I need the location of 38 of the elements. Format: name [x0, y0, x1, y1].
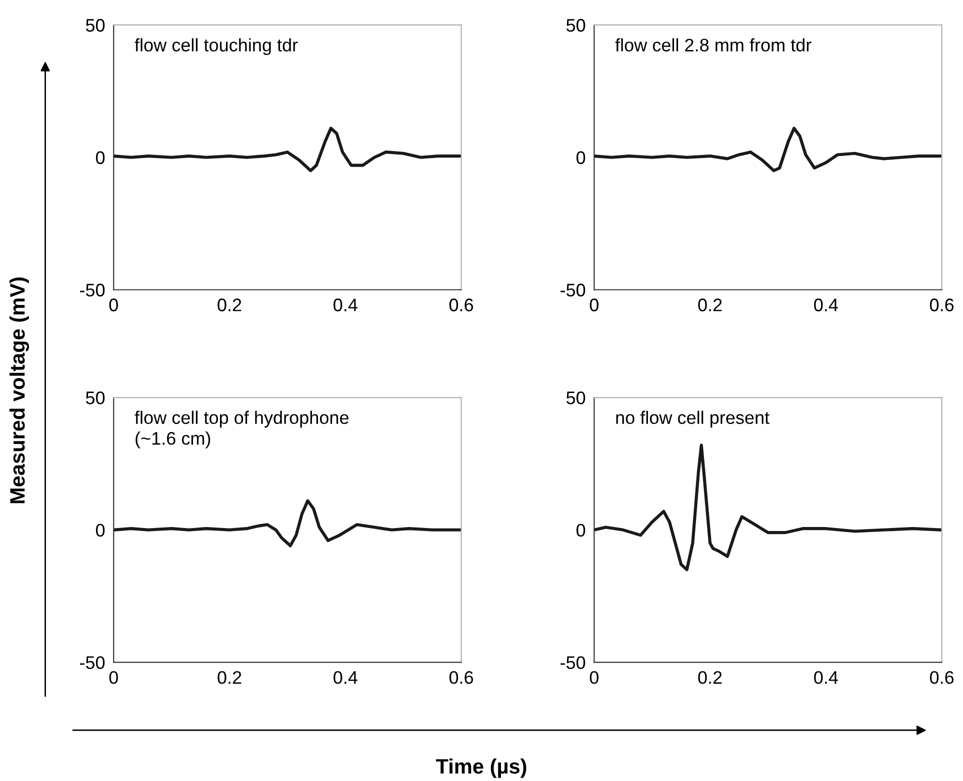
- line-series: [594, 126, 942, 172]
- y-tick-label: 0: [576, 524, 586, 537]
- y-tick-label: 0: [96, 524, 105, 537]
- y-tick-label: 50: [86, 18, 105, 32]
- line-series: [114, 499, 462, 548]
- x-tick-label: 0.4: [334, 298, 358, 312]
- y-tick-label: 50: [566, 391, 586, 404]
- x-tick-label: 0.6: [449, 298, 474, 312]
- x-tick-label: 0.2: [218, 671, 242, 684]
- annotation: no flow cell present: [616, 410, 770, 428]
- x-tick-label: 0.6: [930, 298, 954, 312]
- x-axis-title: Time (µs): [436, 758, 526, 778]
- annotation: flow cell touching tdr: [134, 38, 298, 56]
- x-tick-label: 0.2: [218, 298, 242, 312]
- y-tick-label: -50: [80, 656, 105, 670]
- x-tick-label: 0: [109, 671, 118, 684]
- y-tick-label: 50: [86, 391, 105, 404]
- x-tick-label: 0: [590, 671, 598, 684]
- x-tick-label: 0.4: [814, 298, 838, 312]
- y-tick-label: -50: [560, 284, 586, 296]
- y-tick-label: -50: [80, 284, 105, 296]
- y-tick-label: 0: [576, 151, 586, 164]
- x-tick-label: 0.6: [449, 671, 474, 684]
- x-tick-label: 0.4: [334, 671, 358, 684]
- annotation: flow cell 2.8 mm from tdr: [615, 38, 812, 52]
- x-tick-label: 0: [590, 298, 598, 312]
- y-tick-label: 50: [566, 18, 586, 32]
- line-series: [594, 444, 942, 572]
- x-tick-label: 0.4: [814, 671, 838, 684]
- x-tick-label: 0.6: [930, 671, 954, 684]
- y-axis-title: Measured voltage (mV): [10, 277, 30, 504]
- line-series: [114, 126, 462, 172]
- annotation: flow cell top of hydrophone (~1.6 cm): [134, 410, 348, 448]
- x-tick-label: 0.2: [698, 298, 722, 312]
- x-tick-label: 0.2: [698, 671, 722, 684]
- y-tick-label: -50: [560, 656, 586, 670]
- x-tick-label: 0: [109, 298, 118, 312]
- y-tick-label: 0: [96, 151, 105, 164]
